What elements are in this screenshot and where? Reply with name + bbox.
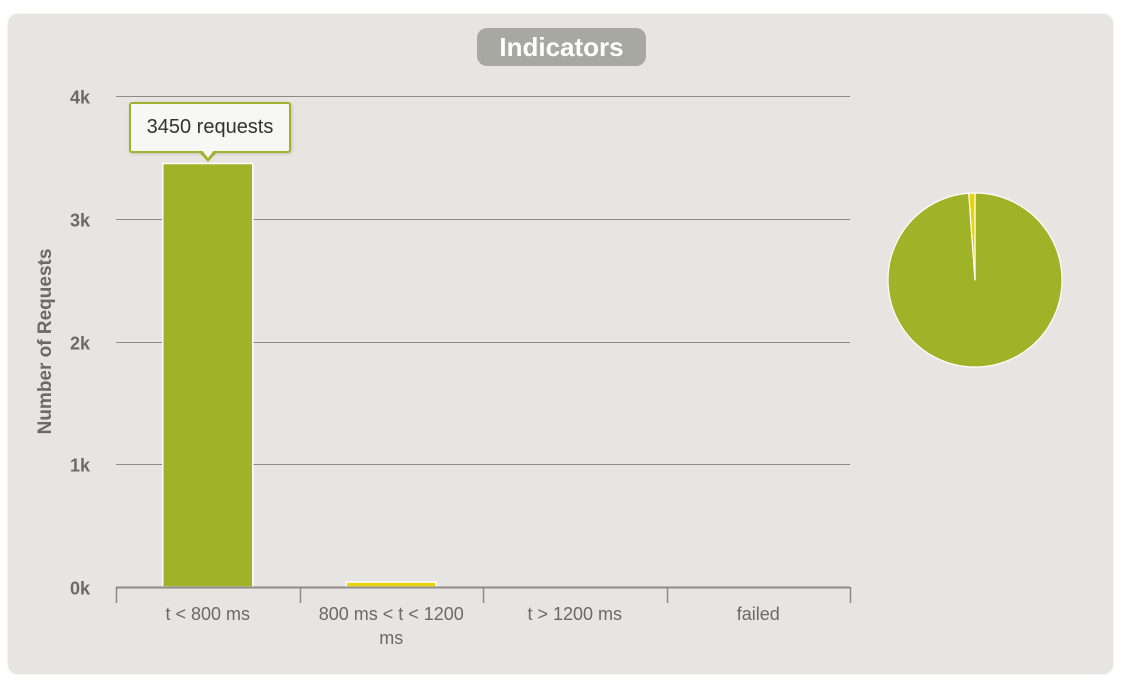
pie-slice — [968, 192, 976, 281]
bar — [345, 581, 437, 588]
x-tick-label: 800 ms < t < 1200 — [319, 604, 464, 624]
bar-layer — [162, 162, 437, 588]
pie-layer — [887, 192, 1063, 368]
bar-tooltip: 3450 requests — [129, 102, 291, 153]
chart-title: Indicators — [477, 28, 646, 66]
y-tick-label: 1k — [70, 456, 91, 476]
axis-layer: 0k 1k 2k 3k 4k t < 800 ms 800 ms < t < 1200 ms t… — [35, 88, 852, 648]
x-tick-label: t < 800 ms — [165, 604, 250, 624]
y-axis-title: Number of Requests — [35, 249, 56, 435]
bar — [162, 162, 254, 588]
tooltip-arrow-inner — [201, 149, 215, 158]
y-tick-label: 2k — [70, 334, 91, 354]
x-tick-label: t > 1200 ms — [527, 604, 622, 624]
x-tick-label: ms — [379, 628, 403, 648]
y-tick-label: 0k — [70, 579, 91, 599]
y-tick-label: 3k — [70, 211, 91, 231]
y-tick-label: 4k — [70, 88, 91, 108]
x-tick-label: failed — [737, 604, 780, 624]
